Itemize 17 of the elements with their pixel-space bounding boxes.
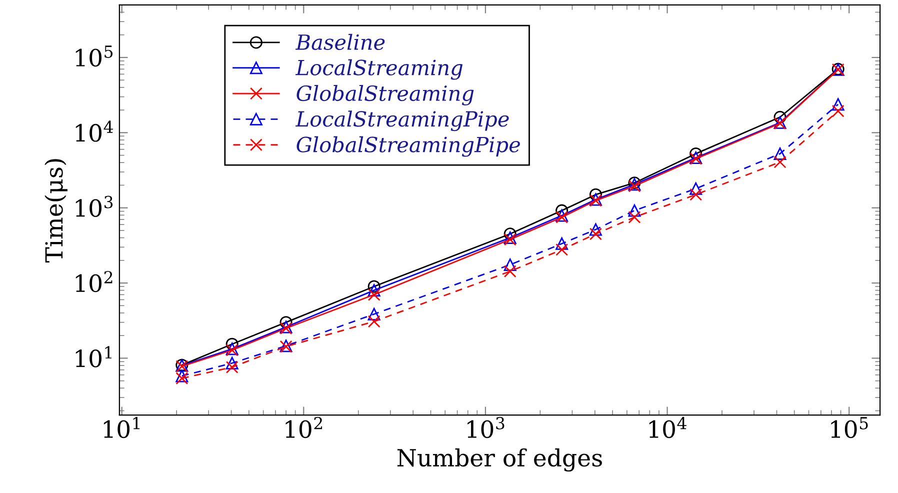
legend-label: LocalStreaming	[295, 59, 463, 80]
legend-label: LocalStreamingPipe	[295, 110, 509, 132]
legend-label: Baseline	[295, 34, 385, 50]
y-tick-label: 10$^{5}$	[76, 46, 113, 67]
y-tick-label: 10$^{2}$	[76, 270, 112, 292]
x-tick-label: 10$^{1}$	[104, 416, 140, 438]
y-axis-title: Time(μs)	[44, 159, 68, 263]
y-tick-label: 10$^{1}$	[76, 346, 112, 368]
x-tick-label: 10$^{4}$	[649, 416, 686, 438]
legend-label: GlobalStreaming	[296, 84, 474, 106]
y-tick-label: 10$^{4}$	[76, 120, 113, 142]
x-tick-label: 10$^{2}$	[286, 416, 322, 438]
legend-label: GlobalStreamingPipe	[296, 136, 520, 157]
y-tick-label: 10$^{3}$	[76, 196, 113, 217]
x-tick-label: 10$^{3}$	[468, 416, 504, 438]
x-tick-label: 10$^{5}$	[831, 417, 868, 438]
x-axis-title: Number of edges	[397, 448, 602, 472]
